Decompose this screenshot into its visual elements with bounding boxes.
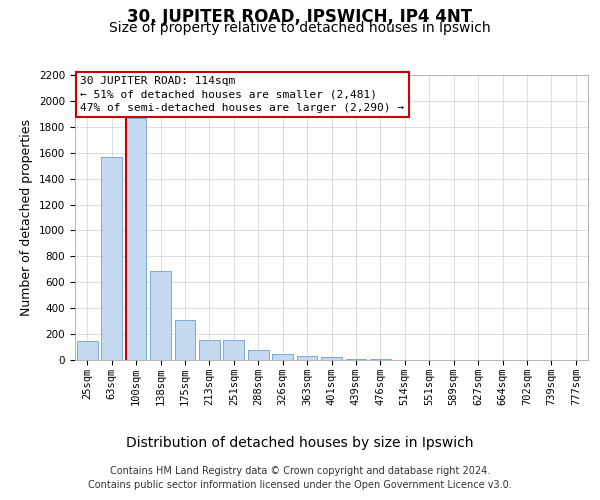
Bar xyxy=(199,340,220,360)
Bar xyxy=(248,350,269,360)
Text: Contains HM Land Registry data © Crown copyright and database right 2024.: Contains HM Land Registry data © Crown c… xyxy=(110,466,490,476)
Text: Size of property relative to detached houses in Ipswich: Size of property relative to detached ho… xyxy=(109,21,491,35)
Text: Contains public sector information licensed under the Open Government Licence v3: Contains public sector information licen… xyxy=(88,480,512,490)
Text: Distribution of detached houses by size in Ipswich: Distribution of detached houses by size … xyxy=(126,436,474,450)
Y-axis label: Number of detached properties: Number of detached properties xyxy=(20,119,34,316)
Bar xyxy=(296,356,317,360)
Bar xyxy=(150,270,171,360)
Bar xyxy=(175,320,196,360)
Bar xyxy=(101,156,122,360)
Bar xyxy=(321,358,342,360)
Bar xyxy=(272,354,293,360)
Bar xyxy=(125,118,146,360)
Text: 30 JUPITER ROAD: 114sqm
← 51% of detached houses are smaller (2,481)
47% of semi: 30 JUPITER ROAD: 114sqm ← 51% of detache… xyxy=(80,76,404,113)
Bar xyxy=(77,340,98,360)
Bar xyxy=(223,340,244,360)
Text: 30, JUPITER ROAD, IPSWICH, IP4 4NT: 30, JUPITER ROAD, IPSWICH, IP4 4NT xyxy=(127,8,473,26)
Bar xyxy=(346,358,367,360)
